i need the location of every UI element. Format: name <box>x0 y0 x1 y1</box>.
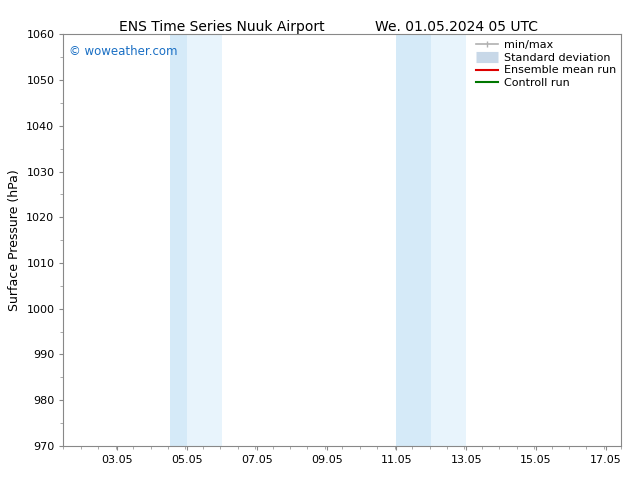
Bar <box>170 34 187 446</box>
Text: © woweather.com: © woweather.com <box>69 45 178 58</box>
Bar <box>187 34 222 446</box>
Y-axis label: Surface Pressure (hPa): Surface Pressure (hPa) <box>8 169 21 311</box>
Text: ENS Time Series Nuuk Airport: ENS Time Series Nuuk Airport <box>119 20 325 34</box>
Legend: min/max, Standard deviation, Ensemble mean run, Controll run: min/max, Standard deviation, Ensemble me… <box>474 38 618 91</box>
Bar <box>396 34 431 446</box>
Bar <box>431 34 466 446</box>
Text: We. 01.05.2024 05 UTC: We. 01.05.2024 05 UTC <box>375 20 538 34</box>
